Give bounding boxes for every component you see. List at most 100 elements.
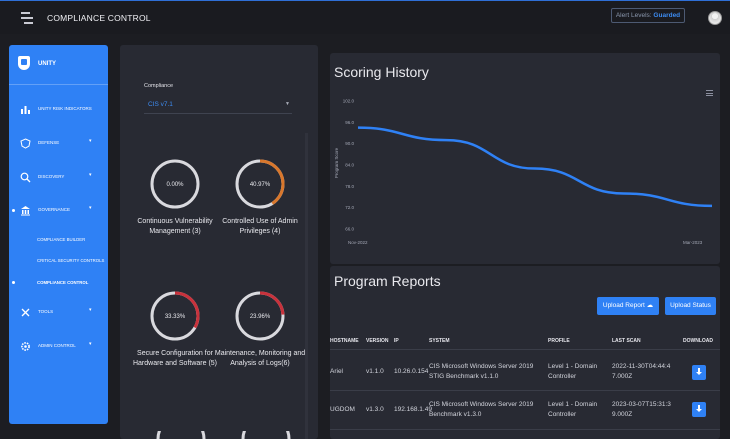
compliance-panel: Compliance CIS v7.1 ▼ 0.00% Continuous V… xyxy=(120,45,318,439)
ring-card[interactable]: 23.96% Maintenance, Monitoring and Analy… xyxy=(212,289,308,369)
unity-logo-icon xyxy=(18,56,30,70)
chart-menu-icon[interactable] xyxy=(706,90,713,96)
sidebar-item-governance[interactable]: GOVERNANCE ▾ xyxy=(9,204,108,218)
sidebar-item-defense[interactable]: DEFENSE ▾ xyxy=(9,137,108,151)
column-header-hostname[interactable]: HOSTNAME xyxy=(330,338,359,344)
ring-percent: 40.97% xyxy=(250,182,271,188)
gear-icon xyxy=(21,342,30,351)
cell-system: CIS Microsoft Windows Server 2019 STIG B… xyxy=(429,363,534,380)
cell-version: v1.3.0 xyxy=(366,406,384,413)
sidebar-item-admin-control[interactable]: ADMIN CONTROL ▾ xyxy=(9,340,108,354)
ring-card[interactable]: 33.33% Secure Configuration for Hardware… xyxy=(127,289,223,369)
alert-level-prefix: Alert Levels: xyxy=(615,12,652,19)
bar-chart-icon xyxy=(21,106,30,114)
sidebar-item-label: TOOLS xyxy=(38,309,54,314)
ring-caption: Controlled Use of Admin Privileges (4) xyxy=(222,218,298,235)
sidebar-item-label: UNITY RISK INDICATORS xyxy=(38,106,92,111)
y-axis-label: Program Score xyxy=(334,147,339,178)
sidebar-brand[interactable]: UNITY xyxy=(9,45,108,85)
user-avatar[interactable] xyxy=(708,11,722,25)
progress-ring: 23.96% xyxy=(235,291,285,341)
y-tick-label: 90.0 xyxy=(345,141,354,146)
ring-percent: 23.96% xyxy=(250,314,271,320)
sidebar-subitem-critical-security-controls[interactable]: CRITICAL SECURITY CONTROLS xyxy=(37,258,105,263)
cell-ip: 10.26.0.154 xyxy=(394,368,429,375)
ring-card[interactable]: 0.00% Continuous Vulnerability Managemen… xyxy=(127,157,223,237)
y-tick-label: 102.0 xyxy=(343,99,355,104)
cloud-upload-icon: ☁ xyxy=(646,302,654,309)
y-tick-label: 66.0 xyxy=(345,227,354,232)
sidebar-item-tools[interactable]: TOOLS ▾ xyxy=(9,306,108,320)
alert-level-value: Guarded xyxy=(653,12,681,19)
sidebar-item-label: ADMIN CONTROL xyxy=(38,343,76,348)
ring-caption: Maintenance, Monitoring and Analysis of … xyxy=(214,350,306,367)
y-tick-label: 96.0 xyxy=(345,120,354,125)
compliance-label: Compliance xyxy=(144,83,174,89)
table-divider xyxy=(330,429,720,430)
chevron-down-icon: ▾ xyxy=(89,341,92,347)
building-icon xyxy=(21,206,30,216)
download-button[interactable] xyxy=(692,365,706,380)
scoring-line-chart: Program Score 102.0 96.0 90.0 84.0 78.0 72.0 6… xyxy=(334,99,713,245)
shield-icon xyxy=(20,138,31,149)
column-header-profile[interactable]: PROFILE xyxy=(548,338,570,344)
progress-ring-partial xyxy=(156,431,206,439)
ring-percent: 33.33% xyxy=(165,314,186,320)
sidebar: UNITY UNITY RISK INDICATORS DEFENSE ▾ DI… xyxy=(9,45,108,424)
compliance-selected-value: CIS v7.1 xyxy=(148,101,173,108)
ring-card[interactable]: 40.97% Controlled Use of Admin Privilege… xyxy=(212,157,308,237)
progress-ring-arc xyxy=(235,159,285,209)
score-series-line xyxy=(357,126,713,208)
x-tick-label: Mar-2023 xyxy=(683,240,703,245)
active-section-dot xyxy=(12,209,15,212)
active-item-dot xyxy=(12,281,15,284)
download-button[interactable] xyxy=(692,402,706,417)
column-header-version[interactable]: VERSION xyxy=(366,338,389,344)
sidebar-brand-label: UNITY xyxy=(38,61,56,67)
ring-caption: Secure Configuration for Hardware and So… xyxy=(132,350,218,367)
sidebar-item-label: DISCOVERY xyxy=(38,174,65,179)
cell-ip: 192.168.1.49 xyxy=(394,406,432,413)
x-tick-label: Nov-2022 xyxy=(348,240,368,245)
scoring-history-panel: Scoring History Program Score 102.0 96.0 9… xyxy=(330,53,720,264)
caret-down-icon: ▼ xyxy=(285,101,290,107)
sidebar-item-discovery[interactable]: DISCOVERY ▾ xyxy=(9,171,108,185)
cell-hostname: Ariel xyxy=(330,368,344,375)
cell-last-scan: 2023-03-07T15:31:39.000Z xyxy=(612,401,671,418)
page-title: COMPLIANCE CONTROL xyxy=(47,13,151,23)
menu-toggle-icon[interactable] xyxy=(21,12,33,24)
compliance-select[interactable]: CIS v7.1 ▼ xyxy=(144,96,292,114)
sidebar-subitem-compliance-builder[interactable]: COMPLIANCE BUILDER xyxy=(37,237,86,242)
chevron-down-icon: ▾ xyxy=(89,307,92,313)
progress-ring: 33.33% xyxy=(150,291,200,341)
table-divider xyxy=(330,390,720,391)
cell-hostname: UGDOM xyxy=(330,406,355,413)
sidebar-item-unity-risk-indicators[interactable]: UNITY RISK INDICATORS xyxy=(9,103,108,117)
tools-icon xyxy=(21,308,30,317)
chevron-down-icon: ▾ xyxy=(89,172,92,178)
chevron-down-icon: ▾ xyxy=(89,138,92,144)
column-header-system[interactable]: SYSTEM xyxy=(429,338,450,344)
upload-report-button[interactable]: Upload Report ☁ xyxy=(597,297,659,315)
upload-report-label: Upload Report xyxy=(602,302,645,309)
sidebar-subitem-compliance-control[interactable]: COMPLIANCE CONTROL xyxy=(37,280,89,285)
upload-status-button[interactable]: Upload Status xyxy=(665,297,716,315)
column-header-download: DOWNLOAD xyxy=(683,338,713,344)
y-tick-label: 78.0 xyxy=(345,184,354,189)
ring-caption: Continuous Vulnerability Management (3) xyxy=(137,218,213,235)
program-reports-title: Program Reports xyxy=(334,273,441,289)
compliance-scrollbar[interactable] xyxy=(305,133,308,439)
sidebar-item-label: GOVERNANCE xyxy=(38,207,71,212)
program-reports-panel: Program Reports xyxy=(330,266,720,439)
column-header-ip[interactable]: IP xyxy=(394,338,399,344)
progress-ring: 40.97% xyxy=(235,159,285,209)
y-tick-label: 84.0 xyxy=(345,163,354,168)
sidebar-item-label: DEFENSE xyxy=(38,140,60,145)
progress-ring-partial xyxy=(241,431,291,439)
top-bar: COMPLIANCE CONTROL Alert Levels: Guarded xyxy=(0,0,730,34)
cell-profile: Level 1 - Domain Controller xyxy=(548,363,598,380)
alert-level-badge: Alert Levels: Guarded xyxy=(611,8,685,23)
column-header-last-scan[interactable]: LAST SCAN xyxy=(612,338,641,344)
cell-last-scan: 2022-11-30T04:44:47.000Z xyxy=(612,363,671,380)
cell-version: v1.1.0 xyxy=(366,368,384,375)
